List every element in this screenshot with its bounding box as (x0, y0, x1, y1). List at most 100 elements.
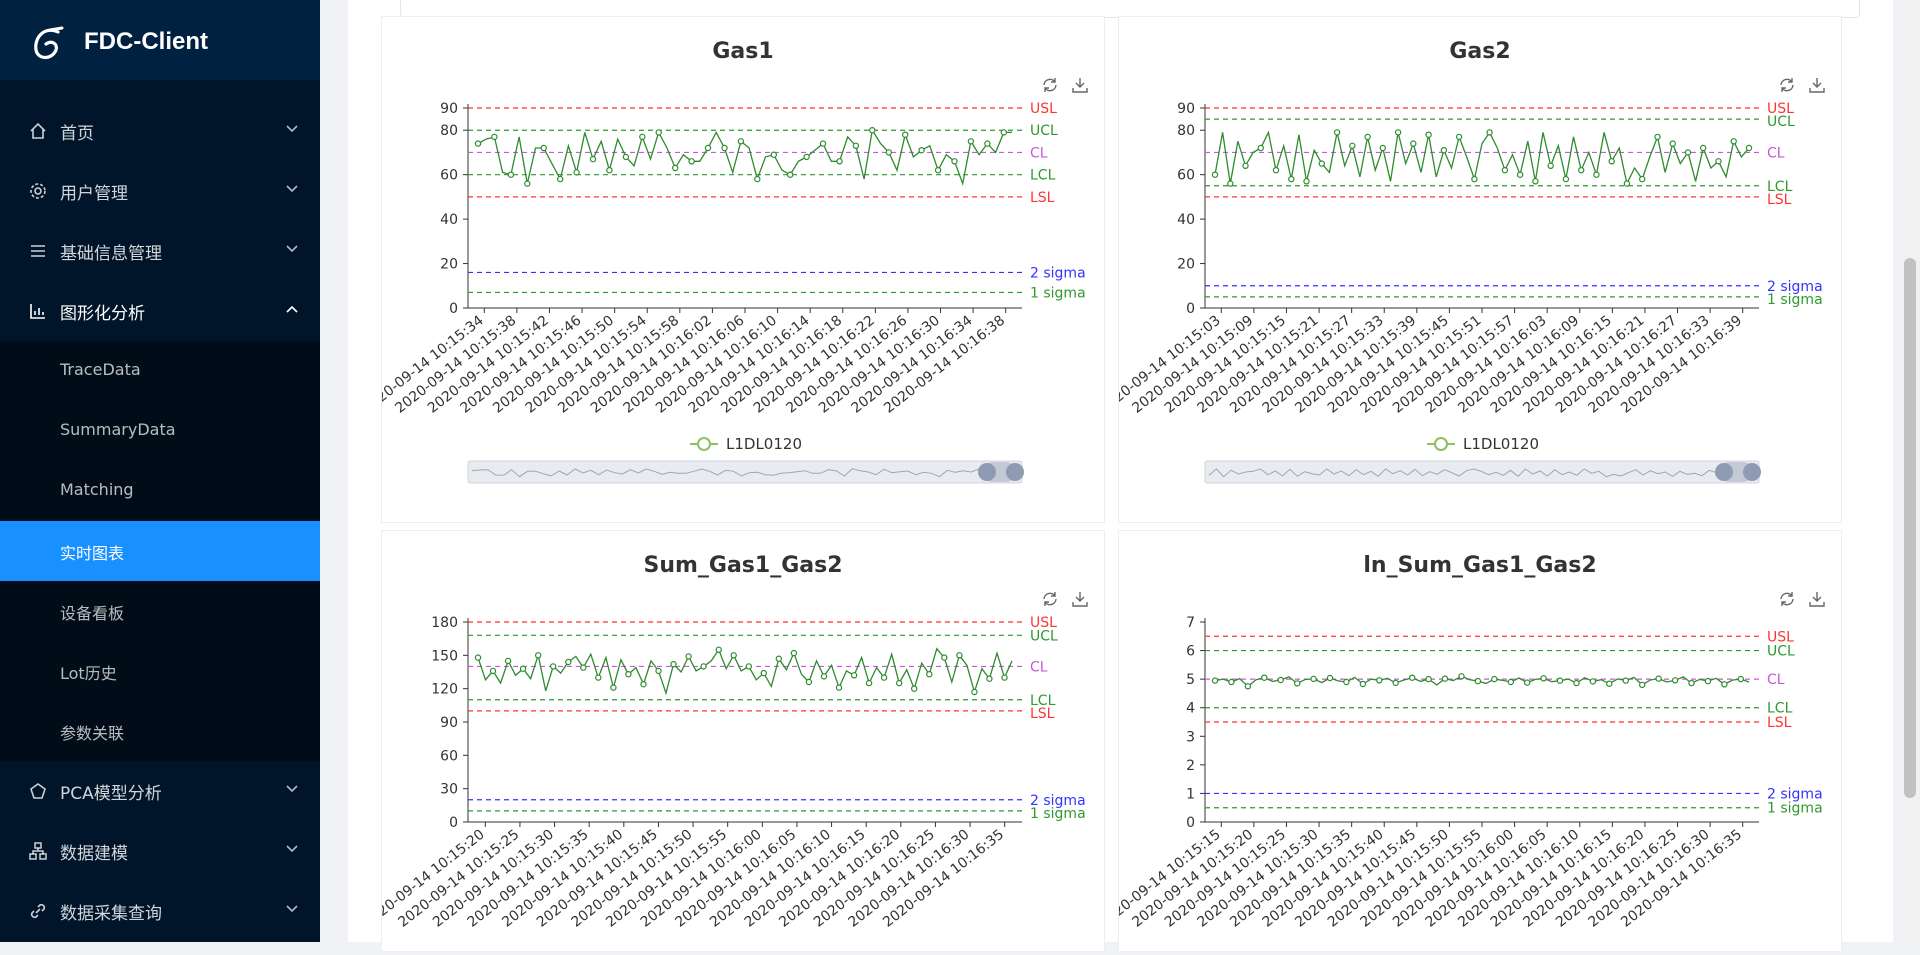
data-point (926, 670, 933, 678)
data-point (1288, 175, 1295, 183)
data-point (1491, 675, 1498, 683)
data-point (885, 149, 892, 156)
scrollbar-thumb[interactable] (1904, 258, 1916, 798)
datazoom-slider[interactable] (1204, 460, 1761, 484)
data-point (1333, 129, 1341, 136)
logo-icon (34, 26, 64, 60)
menu-item-graphical-analysis[interactable]: 图形化分析 (0, 281, 320, 341)
data-point (869, 126, 876, 134)
submenu-item-matching[interactable]: Matching (0, 461, 320, 521)
data-point (835, 684, 843, 691)
page-scrollbar[interactable] (1900, 0, 1920, 942)
legend-label: L1DL0120 (726, 435, 802, 453)
data-point (1458, 673, 1465, 680)
download-icon[interactable] (1809, 78, 1825, 93)
submenu-label: 参数关联 (60, 724, 125, 743)
chart-svg: Gas1 0 20 40 60 80 90 USL UCL CL LCL LSL 2 sigma 1 si… (360, 39, 1088, 484)
data-point (967, 138, 975, 145)
data-point (986, 675, 993, 682)
data-point (704, 144, 712, 152)
menu-label-user-management: 用户管理 (60, 184, 128, 204)
refresh-icon[interactable] (1043, 592, 1057, 606)
data-point (984, 140, 991, 147)
submenu-item-lot-history[interactable]: Lot历史 (0, 641, 320, 701)
submenu-item-param-correlation[interactable]: 参数关联 (0, 701, 320, 761)
refresh-icon[interactable] (1043, 78, 1057, 92)
limit-label: LCL (1030, 693, 1056, 709)
data-point (1272, 166, 1280, 174)
download-icon[interactable] (1072, 78, 1088, 93)
data-point (688, 158, 695, 165)
data-point (1425, 131, 1432, 138)
data-point (1277, 676, 1284, 684)
data-point (595, 674, 602, 681)
data-point (1589, 678, 1597, 685)
data-point (787, 171, 794, 178)
data-point (820, 673, 828, 680)
data-point (1721, 681, 1728, 688)
y-tick-label: 80 (1177, 123, 1195, 139)
data-point (1623, 180, 1631, 187)
data-point (951, 158, 958, 165)
data-point (474, 140, 482, 147)
submenu-item-realtime-chart[interactable]: 实时图表 (0, 521, 320, 581)
gear-icon (30, 183, 46, 199)
menu-item-data-collection-query[interactable]: 数据采集查询 (0, 881, 320, 941)
menu-item-user-management[interactable]: 用户管理 (0, 161, 320, 221)
data-point (507, 171, 515, 178)
data-point (1359, 680, 1367, 688)
limit-label: UCL (1767, 114, 1795, 130)
datazoom-preview (1208, 468, 1725, 478)
data-point (589, 155, 597, 163)
refresh-icon-path (1043, 592, 1057, 606)
refresh-icon[interactable] (1780, 592, 1794, 606)
data-point (819, 140, 827, 147)
data-point (1410, 140, 1417, 147)
download-icon[interactable] (1072, 592, 1088, 607)
datazoom-handle-right (1743, 463, 1761, 481)
submenu-label: 实时图表 (60, 544, 125, 563)
refresh-icon[interactable] (1780, 78, 1794, 92)
data-point (1578, 166, 1585, 174)
datazoom-slider[interactable] (467, 460, 1024, 484)
data-point (918, 146, 925, 154)
menu-item-pca-analysis[interactable]: PCA模型分析 (0, 761, 320, 821)
data-point (622, 153, 630, 161)
home-icon (30, 122, 46, 139)
data-point (1364, 133, 1371, 141)
submenu-item-tracedata[interactable]: TraceData (0, 341, 320, 401)
menu-item-data-modeling[interactable]: 数据建模 (0, 821, 320, 881)
data-point (1524, 679, 1531, 686)
limit-label: LCL (1030, 168, 1056, 184)
data-point (685, 653, 692, 660)
submenu-item-equipment-board[interactable]: 设备看板 (0, 581, 320, 641)
submenu-item-summarydata[interactable]: SummaryData (0, 401, 320, 461)
menu-label-data-collection-query: 数据采集查询 (60, 904, 162, 924)
limit-label: 1 sigma (1767, 292, 1823, 308)
limit-label: USL (1767, 629, 1794, 645)
data-point (836, 158, 843, 165)
y-tick-label: 0 (1186, 301, 1195, 317)
data-point (1343, 678, 1350, 686)
limit-label: UCL (1030, 123, 1058, 139)
data-point (1516, 171, 1524, 178)
y-tick-label: 30 (440, 782, 458, 798)
datazoom-handle-left (1715, 463, 1733, 481)
data-point (911, 685, 918, 692)
download-icon[interactable] (1809, 592, 1825, 607)
limit-label: USL (1767, 101, 1794, 117)
datazoom-track (467, 460, 1023, 484)
data-point (1639, 681, 1646, 689)
y-tick-label: 20 (1177, 257, 1195, 273)
sidebar: FDC-Client 首页 用户管理 基础信息管理 图形化分析 TraceDat… (0, 0, 320, 942)
data-point (1326, 674, 1334, 682)
download-icon-path (1072, 78, 1088, 93)
menu-item-basic-info[interactable]: 基础信息管理 (0, 221, 320, 281)
list-icon (31, 245, 45, 257)
limit-label: LCL (1767, 701, 1793, 717)
limit-label: 1 sigma (1767, 801, 1823, 817)
data-point (1455, 133, 1463, 141)
data-point (1211, 677, 1219, 684)
menu-item-home[interactable]: 首页 (0, 101, 320, 161)
